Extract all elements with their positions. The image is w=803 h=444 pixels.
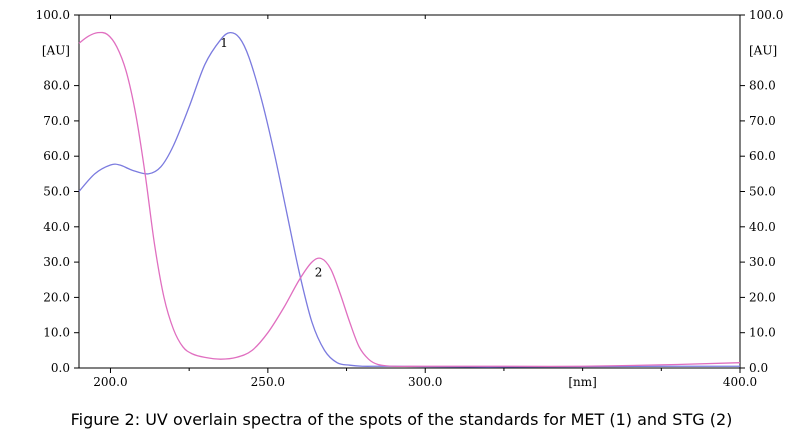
uv-spectra-chart: 0.0 0.0 10.0 10.0 20.0 20.0 30.0 30.0 40.0 40.0 50… <box>36 8 784 389</box>
y-tick-label-right: 60.0 <box>749 149 776 163</box>
y-tick-label-left: 80.0 <box>43 79 70 93</box>
series-line-1 <box>78 31 741 368</box>
chart-ticks: 0.0 0.0 10.0 10.0 20.0 20.0 30.0 30.0 40.0 40.0 50… <box>36 8 784 389</box>
y-tick-label-left: 10.0 <box>43 326 70 340</box>
x-tick-label: 200.0 <box>93 375 127 389</box>
y-tick-label-left: 50.0 <box>43 185 70 199</box>
series-lines <box>78 31 741 368</box>
x-tick-label: 400.0 <box>723 375 757 389</box>
figure-caption: Figure 2: UV overlain spectra of the spo… <box>70 410 733 429</box>
series-label-1: 1 <box>220 36 228 50</box>
y-axis-unit-right: [AU] <box>749 43 777 57</box>
y-tick-label-left: 100.0 <box>36 8 70 22</box>
y-tick-label-left: 20.0 <box>43 290 70 304</box>
y-tick-label-right: 50.0 <box>749 185 776 199</box>
y-tick-label-left: 60.0 <box>43 149 70 163</box>
x-axis-unit-label: [nm] <box>568 375 596 389</box>
y-axis-unit-left: [AU] <box>42 43 70 57</box>
y-tick-label-left: 0.0 <box>51 361 70 375</box>
x-tick-label: 300.0 <box>408 375 442 389</box>
series-labels: 12 <box>220 36 322 279</box>
y-tick-label-right: 80.0 <box>749 79 776 93</box>
y-tick-label-right: 100.0 <box>749 8 783 22</box>
y-tick-label-right: 30.0 <box>749 255 776 269</box>
y-tick-label-right: 40.0 <box>749 220 776 234</box>
y-tick-label-left: 70.0 <box>43 114 70 128</box>
y-tick-label-left: 30.0 <box>43 255 70 269</box>
series-line-2 <box>78 31 741 368</box>
chart-svg: 0.0 0.0 10.0 10.0 20.0 20.0 30.0 30.0 40.0 40.0 50… <box>36 8 784 389</box>
x-tick-label: 250.0 <box>251 375 285 389</box>
chart-axes <box>78 14 741 369</box>
y-tick-label-right: 0.0 <box>749 361 768 375</box>
y-tick-label-right: 20.0 <box>749 290 776 304</box>
y-tick-label-left: 40.0 <box>43 220 70 234</box>
y-tick-label-right: 70.0 <box>749 114 776 128</box>
y-tick-label-right: 10.0 <box>749 326 776 340</box>
series-label-2: 2 <box>315 266 323 280</box>
